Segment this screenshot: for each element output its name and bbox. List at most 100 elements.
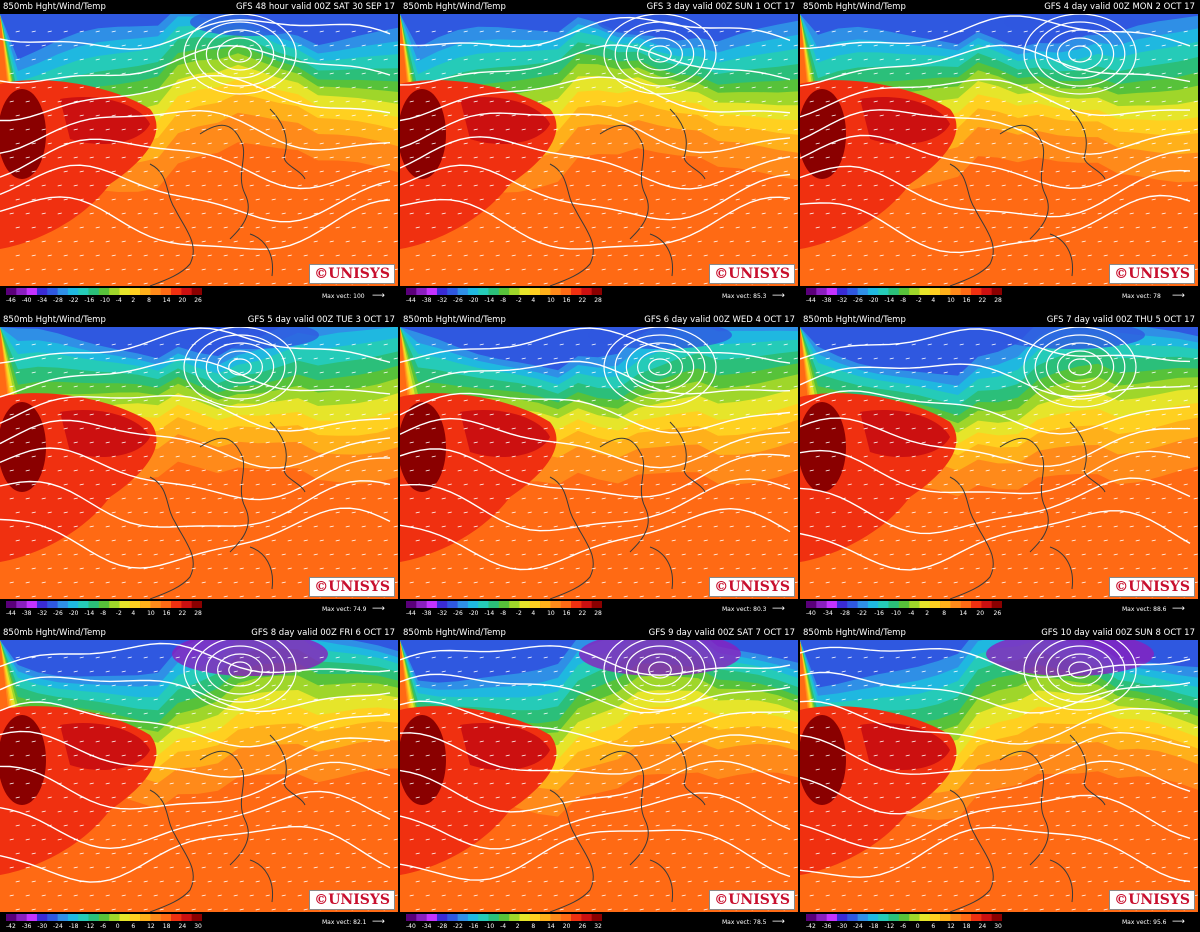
wind-vector [217,698,222,701]
wind-vector [47,114,52,117]
wind-vector [1081,184,1086,187]
legend-tick-label: -46 [6,297,16,304]
wind-vector [681,212,686,215]
wind-vector [1151,768,1156,771]
wind-vector [153,838,158,841]
wind-vector [543,880,548,883]
wind-vector [815,908,820,911]
wind-vector [351,740,356,743]
legend-tick-label: 10 [547,297,555,304]
wind-vector [287,740,292,743]
wind-vector [671,908,676,911]
wind-vector [543,567,548,570]
wind-vector [655,511,660,514]
wind-vector [137,268,142,271]
wind-vector [1049,754,1054,757]
low-pressure-contour [205,645,275,695]
wind-vector [1081,553,1086,556]
legend-swatch [960,914,972,921]
wind-vector [623,371,628,374]
color-legend-bar [6,288,202,295]
wind-vector [79,170,84,173]
wind-vector [351,170,356,173]
wind-vector [271,852,276,855]
wind-vector [601,525,606,528]
wind-vector [377,866,382,869]
height-contour [800,760,1191,815]
wind-vector [105,268,110,271]
wind-vector [319,226,324,229]
wind-vector [345,44,350,47]
wind-vector [511,226,516,229]
wind-vector [489,268,494,271]
legend-tick-label: 10 [147,610,155,617]
wind-vector [783,170,788,173]
wind-vector [409,866,414,869]
wind-vector [943,567,948,570]
wind-vector [697,525,702,528]
wind-vector [713,72,718,75]
legend-swatch [878,288,889,295]
wind-vector [751,852,756,855]
wind-vector [713,469,718,472]
wind-vector [575,198,580,201]
wind-vector [73,385,78,388]
wind-vector [927,824,932,827]
wind-vector [1033,212,1038,215]
wind-vector [527,656,532,659]
wind-vector [249,810,254,813]
wind-vector [703,824,708,827]
wind-vector [425,553,430,556]
wind-vector [1119,427,1124,430]
legend-tick-label: 6 [131,923,136,930]
wind-vector [1119,114,1124,117]
legend-tick-label: 24 [178,923,187,930]
wind-vector [777,497,782,500]
wind-vector [921,894,926,897]
wind-vector [95,539,100,542]
wind-vector [569,838,574,841]
wind-vector [601,469,606,472]
wind-vector [1007,282,1012,285]
wind-vector [559,427,564,430]
wind-vector [239,254,244,257]
wind-vector [137,44,142,47]
wind-vector [335,371,340,374]
wind-vector [1151,880,1156,883]
wind-vector [975,908,980,911]
wind-vector [847,30,852,33]
legend-swatch [826,914,838,921]
wind-vector [719,455,724,458]
coastline [1049,233,1074,277]
wind-vector [345,240,350,243]
wind-vector [1049,698,1054,701]
temperature-map [800,640,1198,912]
wind-vector [185,754,190,757]
wind-vector [879,427,884,430]
wind-vector [607,198,612,201]
wind-vector [639,86,644,89]
wind-vector [1113,156,1118,159]
wind-vector [953,497,958,500]
wind-vector [111,656,116,659]
wind-vector [41,184,46,187]
wind-vector [889,72,894,75]
forecast-panel-6: 850mb Hght/Wind/Temp GFS 7 day valid 00Z… [800,313,1198,619]
wind-vector [553,497,558,500]
wind-vector [937,838,942,841]
wind-vector [457,469,462,472]
wind-vector [703,908,708,911]
wind-vector [1071,483,1076,486]
wind-vector [239,427,244,430]
wind-vector [607,740,612,743]
wind-vector [137,754,142,757]
legend-swatch [919,601,931,608]
wind-vector [985,128,990,131]
wind-vector [521,100,526,103]
wind-vector [623,114,628,117]
wind-vector [697,670,702,673]
wind-vector [601,212,606,215]
wind-vector [879,511,884,514]
wind-vector [335,511,340,514]
wind-vector [1129,357,1134,360]
